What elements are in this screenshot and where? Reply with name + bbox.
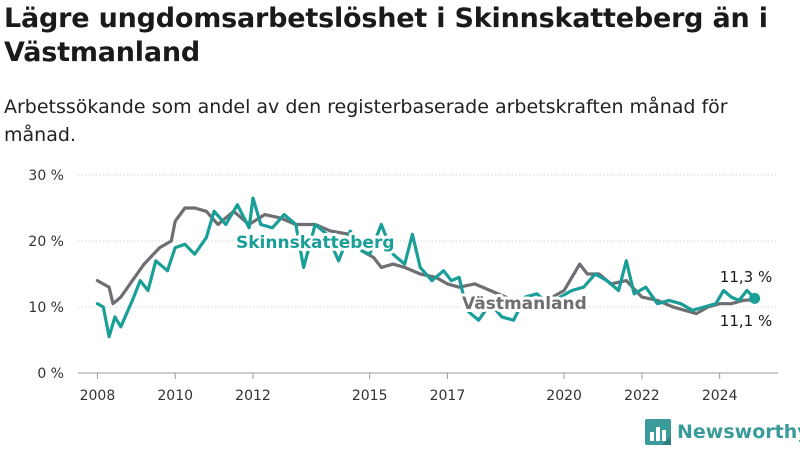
x-tick-label: 2020	[546, 388, 582, 404]
series-label-skinnskatteberg: Skinnskatteberg	[236, 233, 395, 253]
series-line-västmanland	[95, 206, 757, 316]
end-value-label: 11,3 %	[720, 268, 772, 286]
x-tick-label: 2022	[624, 388, 660, 404]
x-tick-label: 2012	[235, 388, 271, 404]
x-tick-label: 2008	[80, 388, 116, 404]
series-label-vastmanland: Västmanland	[462, 294, 587, 314]
y-tick-label: 30 %	[28, 168, 64, 184]
x-tick-label: 2017	[430, 388, 466, 404]
chart-subtitle: Arbetssökande som andel av den registerb…	[4, 96, 728, 146]
end-value-label: 11,1 %	[720, 312, 772, 330]
brand-name: Newsworthy	[677, 421, 800, 443]
y-tick-label: 0 %	[37, 366, 64, 382]
x-tick-label: 2024	[702, 388, 738, 404]
x-tick-label: 2015	[352, 388, 388, 404]
end-point-marker	[749, 292, 761, 304]
series-line-skinnskatteberg	[95, 196, 757, 339]
y-tick-label: 10 %	[28, 300, 64, 316]
newsworthy-brand: Newsworthy	[645, 418, 800, 446]
chart-title: Lägre ungdomsarbetslöshet i Skinnskatteb…	[4, 3, 768, 68]
x-tick-label: 2010	[157, 388, 193, 404]
y-tick-label: 20 %	[28, 234, 64, 250]
bar-chart-logo-icon	[645, 419, 671, 445]
